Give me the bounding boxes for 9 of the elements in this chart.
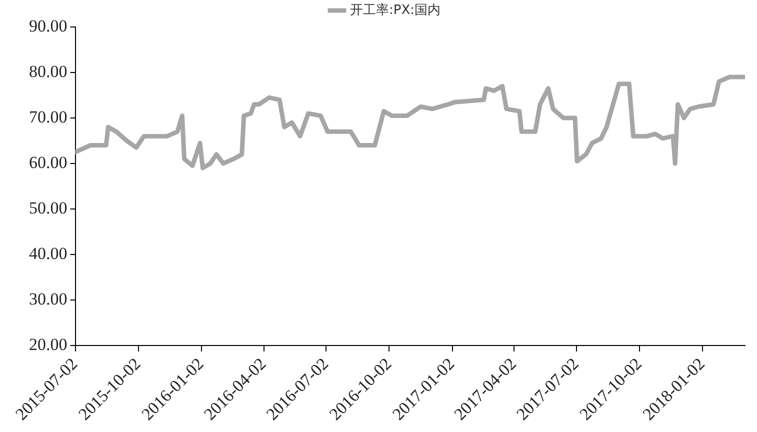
y-tick-label: 60.00	[29, 152, 68, 172]
y-tick-label: 20.00	[29, 334, 68, 354]
y-tick-label: 90.00	[29, 16, 68, 36]
y-tick-label: 50.00	[29, 198, 68, 218]
y-tick-label: 80.00	[29, 62, 68, 81]
y-tick-label: 70.00	[29, 107, 68, 126]
y-tick-label: 40.00	[29, 244, 68, 263]
y-tick-label: 30.00	[29, 289, 68, 308]
legend-label: 开工率:PX:国内	[350, 2, 441, 18]
